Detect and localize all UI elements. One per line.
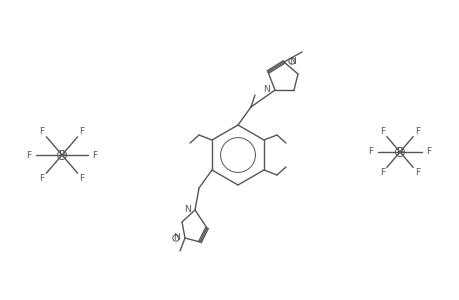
Text: F: F [39,127,45,136]
Text: N: N [173,233,179,242]
Text: F: F [425,148,431,157]
Text: F: F [39,174,45,183]
Text: F: F [368,148,373,157]
Text: N: N [263,85,269,94]
Text: F: F [79,127,84,136]
Text: F: F [79,174,84,183]
Text: N: N [184,206,190,214]
Text: F: F [92,151,97,160]
Text: N: N [288,58,295,67]
Text: F: F [414,168,420,177]
Text: −: − [396,148,402,157]
Text: F: F [26,151,32,160]
Text: F: F [414,127,420,136]
Text: P: P [396,147,402,157]
Text: −: − [59,151,65,160]
Text: F: F [379,127,384,136]
Text: P: P [59,150,65,160]
Text: F: F [379,168,384,177]
